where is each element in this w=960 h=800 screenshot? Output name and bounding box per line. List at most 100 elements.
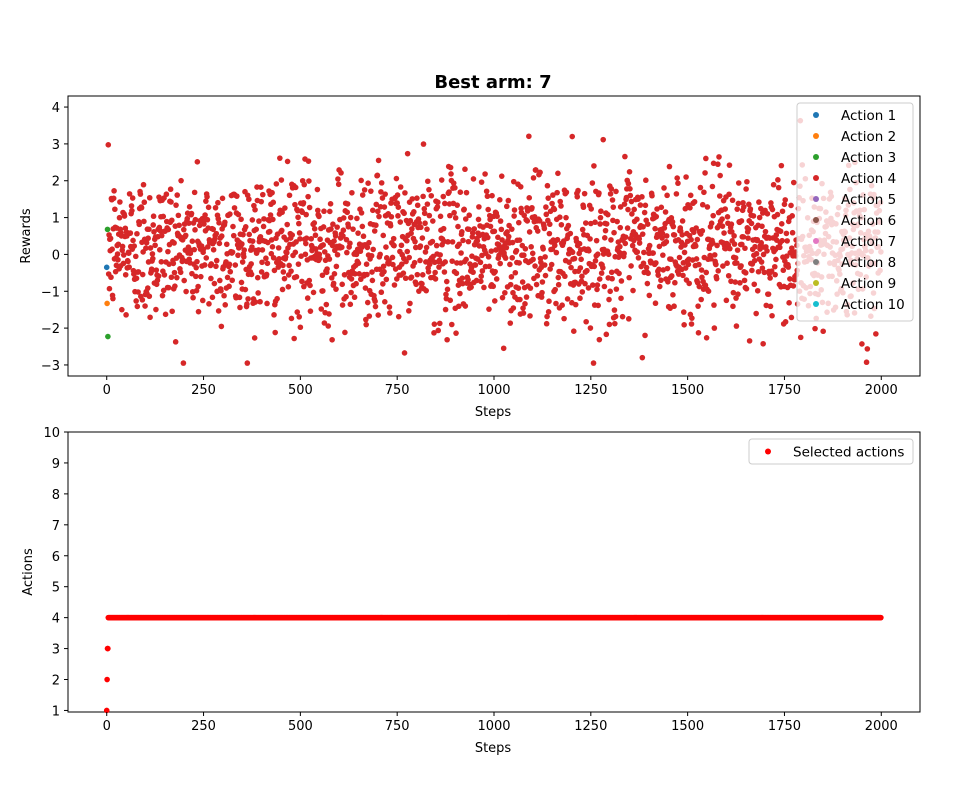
action-4-point (476, 204, 482, 210)
action-4-point (679, 232, 686, 238)
action-4-point (541, 225, 548, 232)
action-4-point (436, 320, 443, 327)
action-4-point (607, 191, 614, 197)
action-4-point (663, 233, 670, 239)
action-4-point (507, 320, 514, 326)
action-4-point (444, 286, 451, 293)
action-4-point (354, 215, 360, 222)
action-4-point (193, 264, 199, 271)
action-4-point (726, 191, 732, 198)
action-4-point (519, 279, 526, 285)
action-4-point (213, 257, 220, 264)
action-4-point (219, 195, 226, 202)
action-4-point (762, 228, 769, 235)
action-4-point (455, 303, 462, 310)
action-4-point (120, 260, 127, 267)
action-4-point (622, 153, 628, 160)
action-4-point (123, 312, 129, 318)
action-4-point (742, 245, 748, 252)
action-4-point (240, 231, 246, 238)
action-4-point (644, 280, 651, 287)
action-4-point (685, 261, 692, 268)
action-4-point (561, 315, 567, 322)
action-4-point (656, 243, 663, 250)
action-1-point (103, 264, 110, 271)
action-4-point (269, 244, 276, 250)
action-4-point (539, 279, 546, 285)
action-4-point (292, 201, 298, 208)
action-4-point (436, 257, 443, 264)
action-4-point (732, 255, 739, 261)
action-4-point (740, 199, 746, 206)
action-4-point (635, 255, 642, 261)
action-4-point (191, 189, 198, 196)
action-4-point (356, 271, 363, 277)
action-4-point (326, 256, 333, 262)
action-4-point (589, 282, 596, 288)
action-4-point (568, 264, 574, 271)
action-4-point (760, 251, 767, 258)
action-4-point (424, 226, 430, 232)
action-4-point (352, 271, 358, 277)
action-4-point (308, 235, 315, 242)
action-4-point (755, 268, 762, 275)
action-4-point (521, 212, 528, 219)
action-4-point (151, 229, 157, 235)
action-4-point (529, 250, 536, 257)
action-4-point (482, 171, 488, 177)
action-4-point (221, 292, 227, 299)
action-4-point (328, 226, 334, 232)
action-4-point (558, 221, 565, 228)
action-4-point (460, 237, 466, 244)
action-4-point (779, 208, 786, 215)
action-4-point (579, 226, 586, 233)
action-4-point (408, 230, 414, 237)
action-4-point (321, 208, 327, 215)
action-4-point (268, 237, 275, 243)
action-4-point (218, 288, 224, 294)
action-4-point (547, 266, 553, 272)
action-4-point (135, 269, 142, 275)
action-4-point (500, 345, 507, 352)
action-4-point (553, 249, 560, 256)
action-4-point (644, 221, 651, 227)
action-4-point (758, 240, 765, 246)
selected-action-point (104, 676, 110, 683)
action-4-point (759, 223, 765, 230)
action-4-point (378, 189, 384, 195)
legend-marker-action-9 (813, 280, 819, 286)
action-4-point (728, 278, 734, 285)
selected-action-point (103, 707, 110, 714)
action-4-point (255, 247, 262, 253)
action-4-point (773, 232, 780, 238)
rewards-x-tick-label: 2000 (865, 383, 898, 398)
action-4-point (551, 206, 558, 213)
action-4-point (782, 319, 789, 325)
action-4-point (653, 260, 659, 266)
action-4-point (695, 303, 701, 309)
action-4-point (775, 184, 782, 191)
action-4-point (297, 236, 303, 242)
actions-y-tick-label: 1 (52, 704, 60, 719)
action-4-point (533, 167, 539, 173)
action-4-point (472, 262, 479, 268)
action-4-point (486, 263, 493, 270)
action-4-point (411, 259, 418, 266)
action-4-point (213, 230, 220, 237)
action-4-point (536, 218, 543, 224)
action-4-point (747, 206, 754, 212)
action-4-point (141, 199, 148, 206)
action-4-point (544, 182, 551, 189)
actions-x-tick-label: 500 (288, 719, 313, 734)
action-4-point (674, 175, 680, 181)
action-4-point (349, 189, 355, 196)
action-4-point (319, 272, 326, 279)
action-4-point (388, 213, 395, 220)
action-4-point (507, 281, 514, 288)
rewards-y-tick-label: −2 (41, 322, 60, 337)
action-4-point (253, 226, 260, 233)
action-4-point (511, 213, 517, 219)
action-4-point (761, 269, 768, 276)
action-4-point (569, 249, 576, 256)
